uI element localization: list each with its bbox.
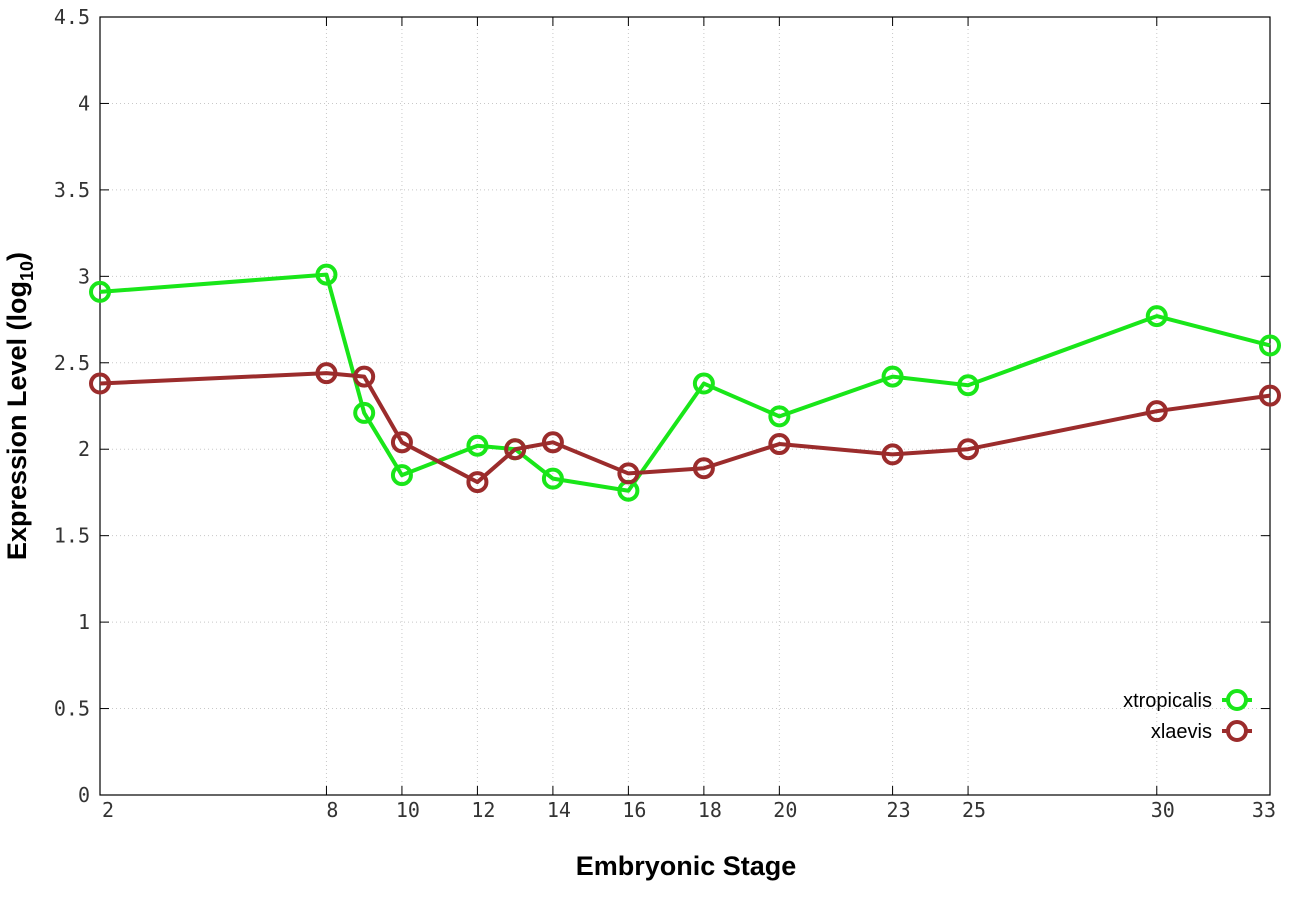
data-point-xtropicalis [315,263,338,286]
y-tick-label: 1 [78,610,90,634]
data-point-xlaevis [504,438,527,461]
data-point-xlaevis [617,462,640,485]
data-point-xtropicalis [1259,334,1281,357]
y-axis-title: Expression Level (log10) [2,252,37,560]
data-point-xtropicalis [541,467,564,490]
data-point-xlaevis [768,433,791,456]
x-tick-label: 20 [773,798,797,822]
data-point-xlaevis [957,438,980,461]
data-point-xlaevis [692,457,715,480]
legend: xtropicalis xlaevis [1123,689,1252,743]
y-tick-label: 1.5 [54,524,90,548]
data-point-xtropicalis [1145,305,1168,328]
y-axis-ticks: 0 0.5 1 1.5 2 2.5 3 3.5 4 4.5 [54,5,1270,807]
y-tick-label: 0 [78,783,90,807]
x-tick-label: 14 [547,798,571,822]
data-point-xtropicalis [768,405,791,428]
x-axis-title: Embryonic Stage [576,851,797,881]
data-point-xlaevis [1145,400,1168,423]
y-axis-title-suffix: ) [2,252,32,261]
x-tick-label: 16 [622,798,646,822]
data-point-xlaevis [881,443,904,466]
data-point-xtropicalis [692,372,715,395]
legend-label: xlaevis [1151,721,1212,743]
data-point-xlaevis [353,365,376,388]
y-tick-label: 3.5 [54,178,90,202]
data-point-xtropicalis [957,374,980,397]
series-lines [89,263,1281,502]
y-tick-label: 3 [78,264,90,288]
x-tick-label: 8 [326,798,338,822]
data-point-xlaevis [466,471,489,494]
data-point-xtropicalis [353,401,376,424]
data-point-xtropicalis [89,280,111,303]
y-tick-label: 4 [78,91,90,115]
x-tick-label: 33 [1252,798,1276,822]
data-point-xtropicalis [466,434,489,457]
legend-swatch-marker [1226,689,1248,711]
y-tick-label: 0.5 [54,697,90,721]
series-line-xtropicalis [99,272,1271,493]
legend-swatch-marker [1226,720,1248,742]
grid-lines [100,17,1270,795]
x-tick-label: 23 [887,798,911,822]
data-point-xlaevis [89,372,111,395]
x-tick-label: 25 [962,798,986,822]
y-tick-label: 4.5 [54,5,90,29]
y-tick-label: 2.5 [54,351,90,375]
plot-frame [99,16,1271,796]
y-axis-title-main: Expression Level (log [2,281,32,560]
legend-label: xtropicalis [1123,690,1212,712]
data-point-xlaevis [315,362,338,385]
series-line-xlaevis [99,371,1271,485]
x-tick-label: 10 [396,798,420,822]
x-axis-ticks: 2 8 10 12 14 16 18 20 23 25 30 33 [99,17,1276,822]
x-tick-label: 12 [471,798,495,822]
x-tick-label: 30 [1151,798,1175,822]
x-tick-label: 18 [698,798,722,822]
data-point-xlaevis [390,431,413,454]
x-tick-label: 2 [102,798,114,822]
data-point-xlaevis [541,431,564,454]
data-point-xtropicalis [881,365,904,388]
y-axis-title-subscript: 10 [17,261,37,281]
y-tick-label: 2 [78,437,90,461]
data-point-xtropicalis [390,464,413,487]
data-point-xlaevis [1259,384,1281,407]
axes-frame [99,16,1271,796]
